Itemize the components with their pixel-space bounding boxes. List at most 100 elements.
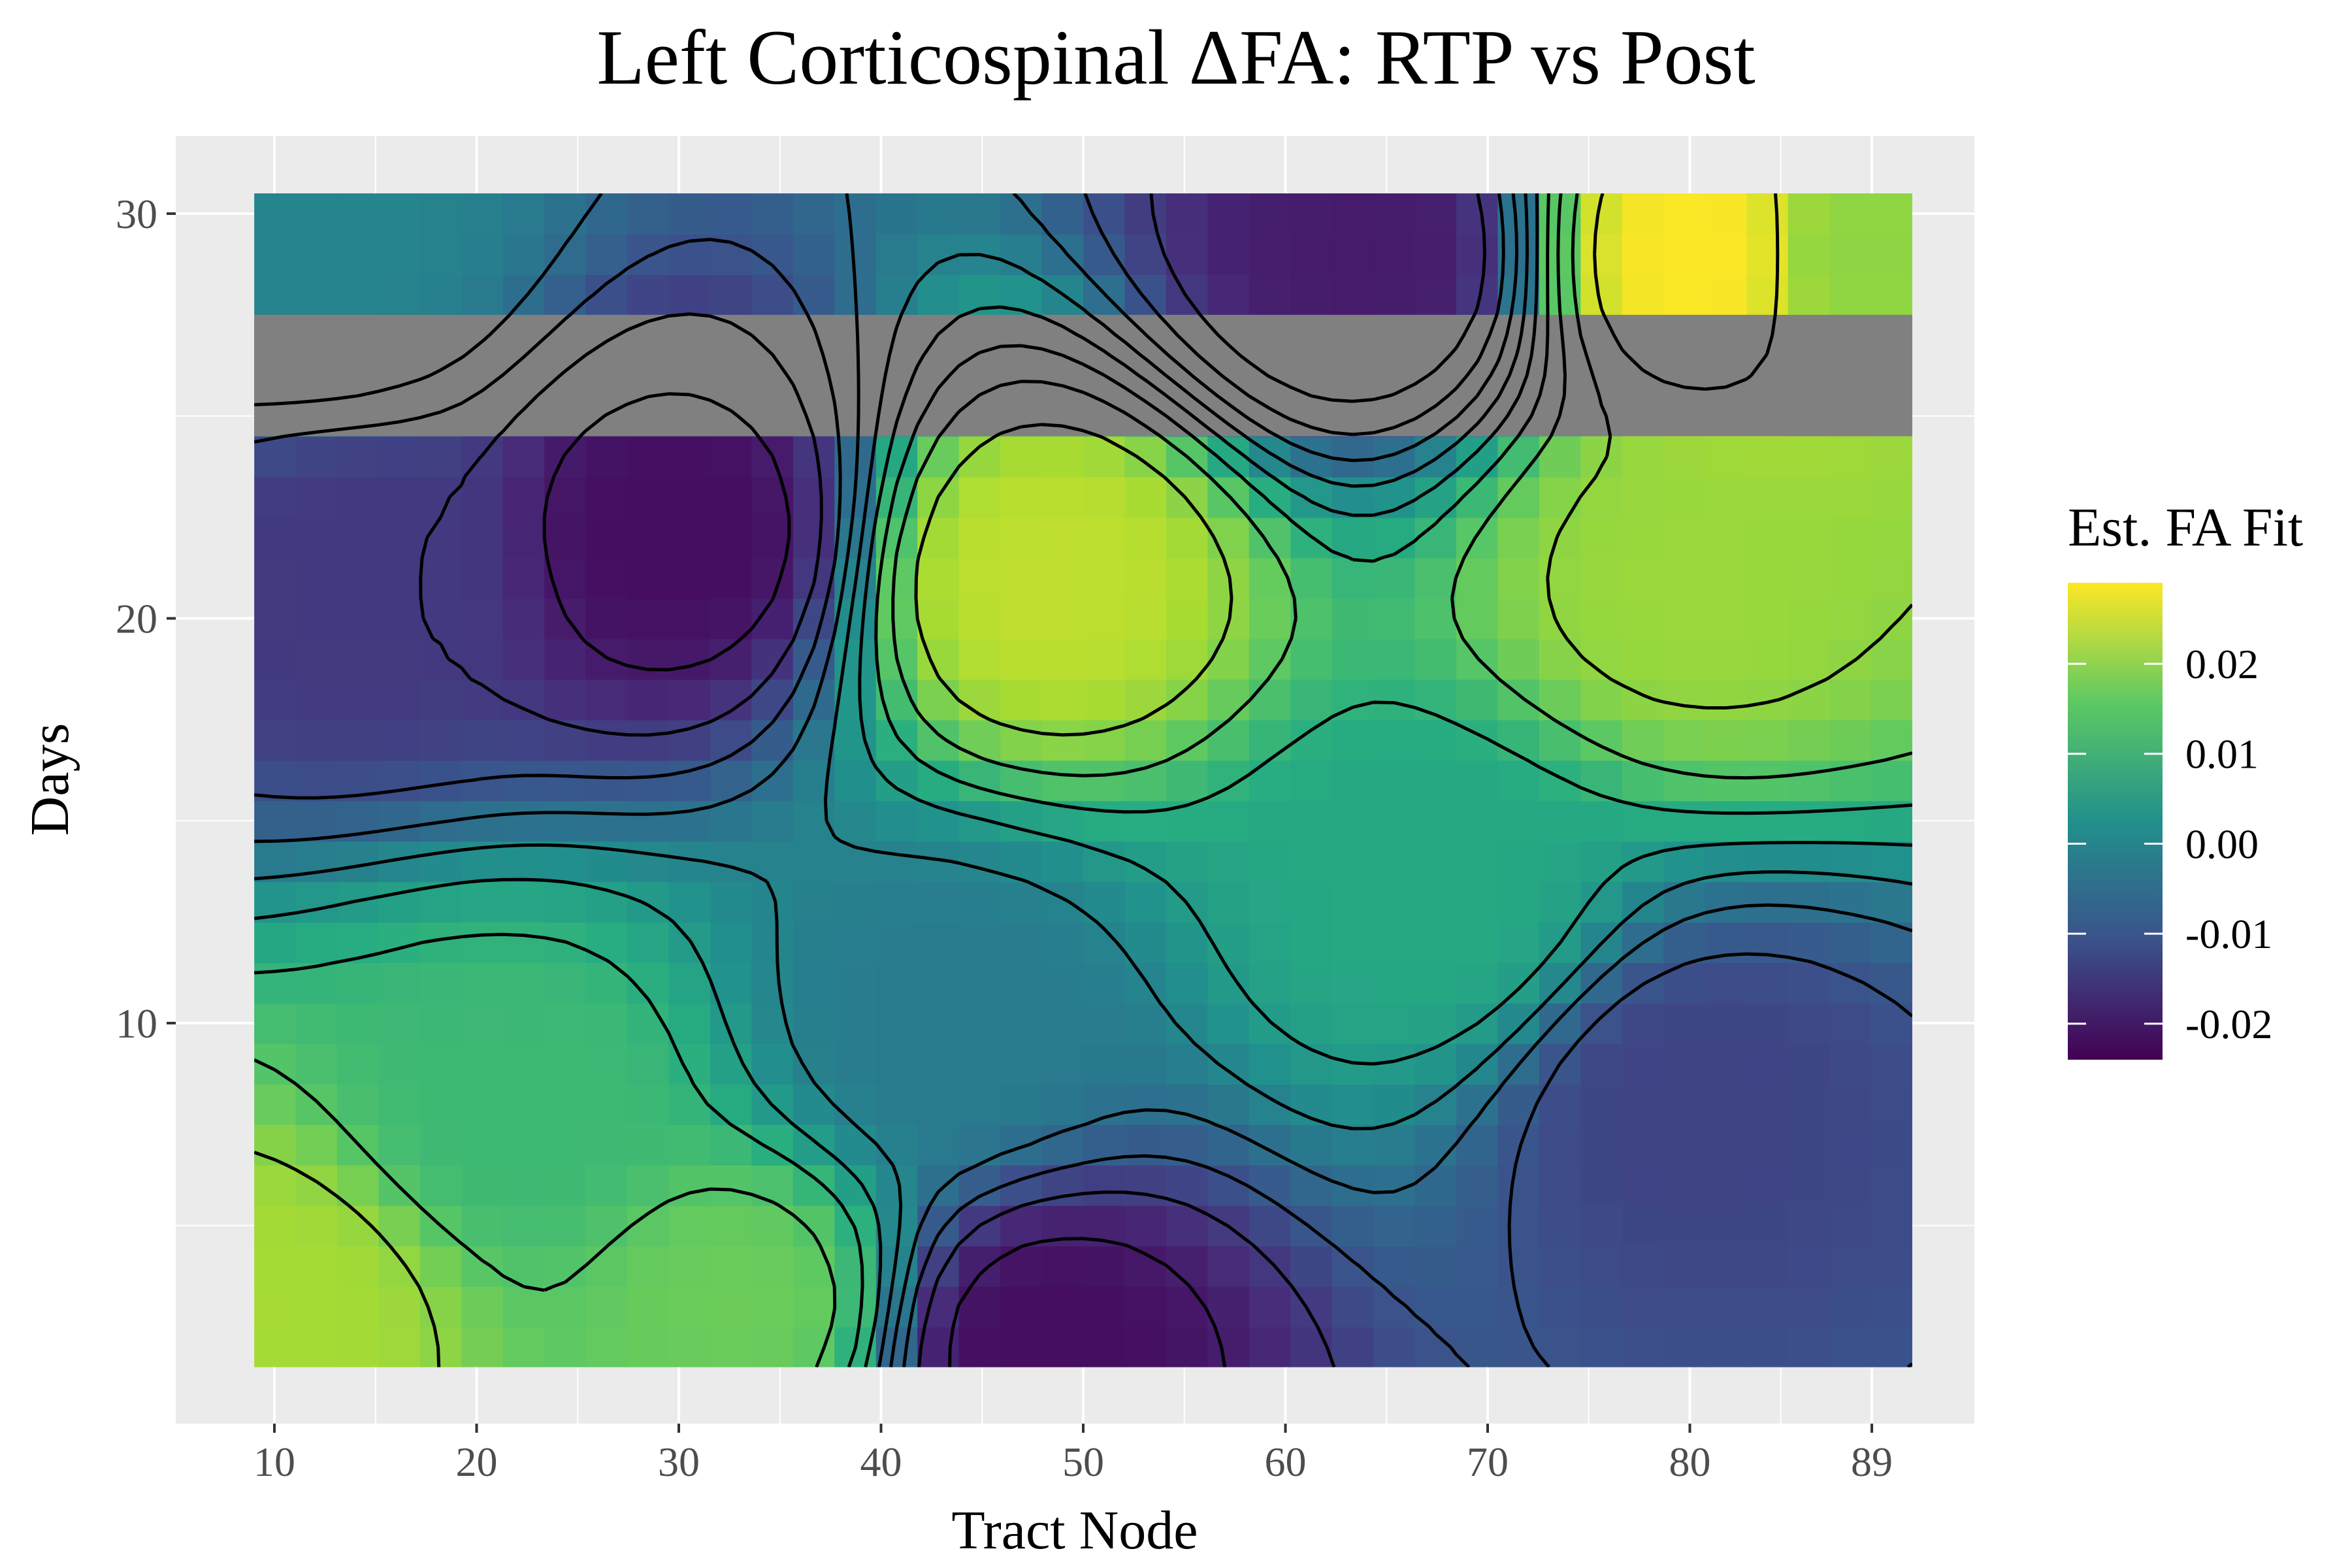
- heat-cell: [378, 557, 421, 599]
- heat-cell: [1456, 557, 1499, 599]
- heat-cell: [585, 193, 628, 235]
- heat-cell: [668, 1083, 711, 1125]
- heat-cell: [710, 476, 753, 518]
- heat-cell: [1580, 800, 1623, 842]
- heat-cell: [1829, 193, 1872, 235]
- heat-cell: [792, 598, 836, 640]
- heat-cell: [1829, 517, 1872, 559]
- heat-cell: [419, 1245, 463, 1287]
- x-tick-label: 30: [658, 1439, 700, 1485]
- heat-cell: [585, 1164, 628, 1206]
- heat-cell: [544, 1124, 587, 1166]
- heat-cell: [1829, 1286, 1872, 1328]
- heat-cell: [1622, 719, 1665, 761]
- heat-cell: [254, 1205, 297, 1247]
- heat-cell: [1083, 557, 1126, 599]
- heat-cell: [917, 679, 960, 721]
- heat-cell: [295, 274, 338, 316]
- heat-cell: [1829, 1326, 1872, 1367]
- heat-cell: [1497, 436, 1540, 478]
- heat-cell: [1622, 557, 1665, 599]
- heat-cell: [1622, 638, 1665, 680]
- heat-cell: [1124, 1286, 1167, 1328]
- heat-cell: [1746, 1205, 1789, 1247]
- heat-cell: [668, 1003, 711, 1044]
- heat-cell: [544, 234, 587, 275]
- heat-cell: [627, 436, 670, 478]
- heat-cell: [1000, 1083, 1043, 1125]
- heat-cell: [1663, 598, 1706, 640]
- heat-cell: [1580, 1164, 1623, 1206]
- heat-cell: [1290, 476, 1333, 518]
- heat-cell: [1414, 1164, 1457, 1206]
- heat-cell: [254, 557, 297, 599]
- heat-cell: [1705, 1245, 1748, 1287]
- heat-cell: [336, 1083, 380, 1125]
- heat-cell: [1539, 841, 1582, 883]
- heat-cell: [710, 1164, 753, 1206]
- heat-cell: [1456, 881, 1499, 923]
- heat-cell: [585, 679, 628, 721]
- heat-cell: [1124, 1245, 1167, 1287]
- heat-cell: [1000, 800, 1043, 842]
- heat-cell: [1331, 1003, 1375, 1044]
- heat-cell: [1124, 1326, 1167, 1367]
- heat-cell: [1746, 1124, 1789, 1166]
- heat-cell: [1622, 436, 1665, 478]
- heat-cell: [958, 841, 1002, 883]
- heat-cell: [1041, 436, 1084, 478]
- heat-cell: [1870, 598, 1912, 640]
- heat-cell: [834, 1286, 877, 1328]
- heat-cell: [1083, 436, 1126, 478]
- heat-cell: [1456, 193, 1499, 235]
- x-tick-label: 50: [1062, 1439, 1104, 1485]
- heat-cell: [1414, 1003, 1457, 1044]
- heat-cell: [1000, 436, 1043, 478]
- heat-cell: [1705, 719, 1748, 761]
- heat-cell: [1166, 800, 1209, 842]
- contour-line: [542, 392, 1227, 1367]
- heat-cell: [419, 476, 463, 518]
- heat-cell: [1746, 1286, 1789, 1328]
- heat-cell: [1870, 1003, 1912, 1044]
- heat-cell: [336, 1286, 380, 1328]
- heat-cell: [502, 800, 546, 842]
- heat-cell: [1083, 193, 1126, 235]
- heat-cell: [1788, 760, 1830, 802]
- heat-cell: [1124, 517, 1167, 559]
- heat-cell: [461, 1003, 504, 1044]
- heat-cell: [336, 1164, 380, 1206]
- heat-cell: [1705, 274, 1748, 316]
- heat-cell: [1041, 962, 1084, 1004]
- heat-cell: [1788, 881, 1830, 923]
- heat-cell: [792, 1083, 836, 1125]
- heat-cell: [1746, 517, 1789, 559]
- heat-cell: [1000, 557, 1043, 599]
- heat-cell: [1331, 598, 1375, 640]
- heat-cell: [627, 760, 670, 802]
- heat-cell: [958, 1003, 1002, 1044]
- heat-cell: [295, 1164, 338, 1206]
- heat-cell: [1456, 962, 1499, 1004]
- heat-cell: [1788, 1164, 1830, 1206]
- heat-cell: [254, 274, 297, 316]
- heat-cell: [1166, 922, 1209, 964]
- heat-cell: [1207, 1083, 1250, 1125]
- heat-cell: [502, 1083, 546, 1125]
- colorbar: [2068, 583, 2163, 1060]
- heat-cell: [958, 557, 1002, 599]
- heat-cell: [710, 1286, 753, 1328]
- heat-cell: [958, 1245, 1002, 1287]
- heat-cell: [1207, 1286, 1250, 1328]
- heat-cell: [378, 234, 421, 275]
- heat-cell: [668, 1326, 711, 1367]
- heat-cell: [1373, 962, 1416, 1004]
- heat-cell: [1456, 800, 1499, 842]
- heat-cell: [378, 719, 421, 761]
- heat-cell: [1290, 557, 1333, 599]
- heat-cell: [834, 760, 877, 802]
- heat-cell: [834, 193, 877, 235]
- heat-cell: [1746, 1083, 1789, 1125]
- heat-cell: [1414, 962, 1457, 1004]
- heat-cell: [1249, 517, 1292, 559]
